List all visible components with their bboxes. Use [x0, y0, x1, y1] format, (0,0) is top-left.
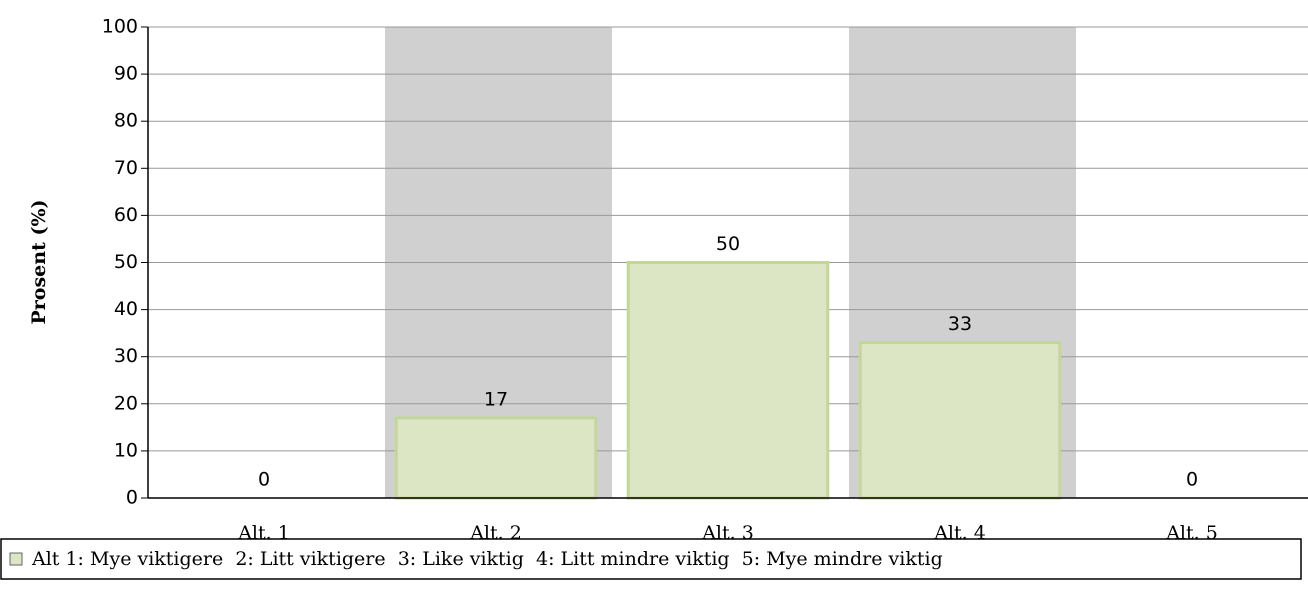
legend-swatch — [9, 552, 23, 566]
y-axis-label: Prosent (%) — [28, 200, 50, 325]
value-label: 33 — [948, 313, 972, 335]
y-tick-label: 60 — [114, 204, 138, 226]
y-tick-label: 40 — [114, 298, 138, 320]
y-tick-label: 0 — [126, 487, 138, 509]
y-tick-label: 20 — [114, 392, 138, 414]
y-tick-label: 50 — [114, 251, 138, 273]
y-tick-label: 30 — [114, 345, 138, 367]
x-tick-label: Alt. 3 — [701, 522, 754, 544]
x-tick-label: Alt. 5 — [1165, 522, 1218, 544]
x-tick-label: Alt. 2 — [469, 522, 522, 544]
y-tick-label: 70 — [114, 157, 138, 179]
value-label: 0 — [258, 469, 270, 491]
value-label: 50 — [716, 233, 740, 255]
bar — [858, 341, 1062, 500]
y-tick-label: 90 — [114, 63, 138, 85]
value-label: 0 — [1186, 469, 1198, 491]
y-tick-label: 80 — [114, 110, 138, 132]
bar — [394, 416, 598, 500]
x-tick-label: Alt. 1 — [237, 522, 290, 544]
y-tick-label: 10 — [114, 439, 138, 461]
legend-label: Alt 1: Mye viktigere 2: Litt viktigere 3… — [31, 548, 943, 570]
y-tick-label: 100 — [102, 16, 138, 38]
legend-box — [0, 538, 1302, 580]
bar — [626, 261, 830, 500]
value-label: 17 — [484, 388, 508, 410]
x-tick-label: Alt. 4 — [933, 522, 986, 544]
